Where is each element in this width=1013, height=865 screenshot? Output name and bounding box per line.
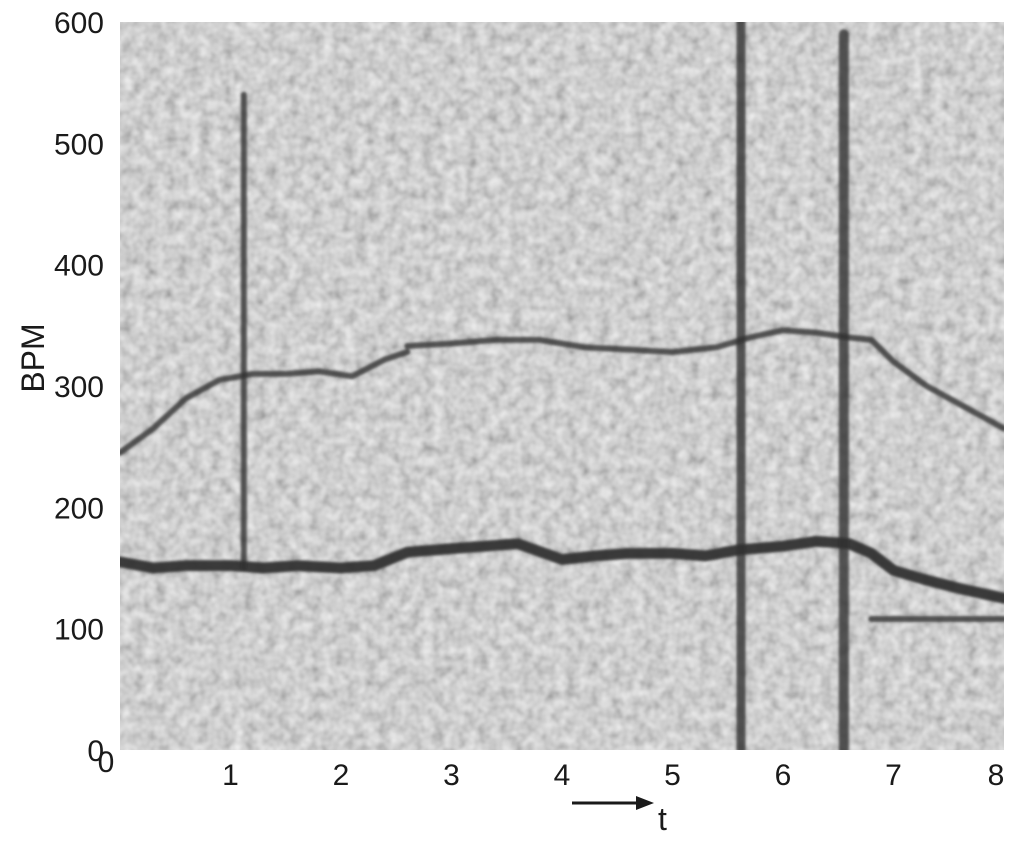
y-tick-label: 400 [54,250,104,283]
x-axis-ticks: 0 1 2 3 4 5 6 7 8 [98,746,1005,792]
y-tick-label: 300 [54,371,104,404]
y-tick-label: 200 [54,492,104,525]
x-tick-label: 4 [554,759,571,792]
noise-texture [120,22,1004,750]
x-axis-title: t [572,796,667,837]
x-tick-label: 1 [222,759,239,792]
x-tick-label: 3 [443,759,460,792]
y-tick-label: 600 [54,7,104,40]
x-tick-label: 8 [988,759,1005,792]
x-axis-label: t [658,801,667,837]
y-tick-label: 100 [54,614,104,647]
arrow-right-icon [636,796,654,810]
x-tick-label: 7 [885,759,902,792]
x-tick-label: 5 [664,759,681,792]
x-tick-label: 0 [98,746,115,779]
x-tick-label: 6 [775,759,792,792]
y-axis-ticks: 0100200300400500600 [54,7,104,768]
y-tick-label: 500 [54,128,104,161]
y-axis-label: BPM [15,323,51,392]
plot-area [120,22,1004,750]
x-tick-label: 2 [333,759,350,792]
